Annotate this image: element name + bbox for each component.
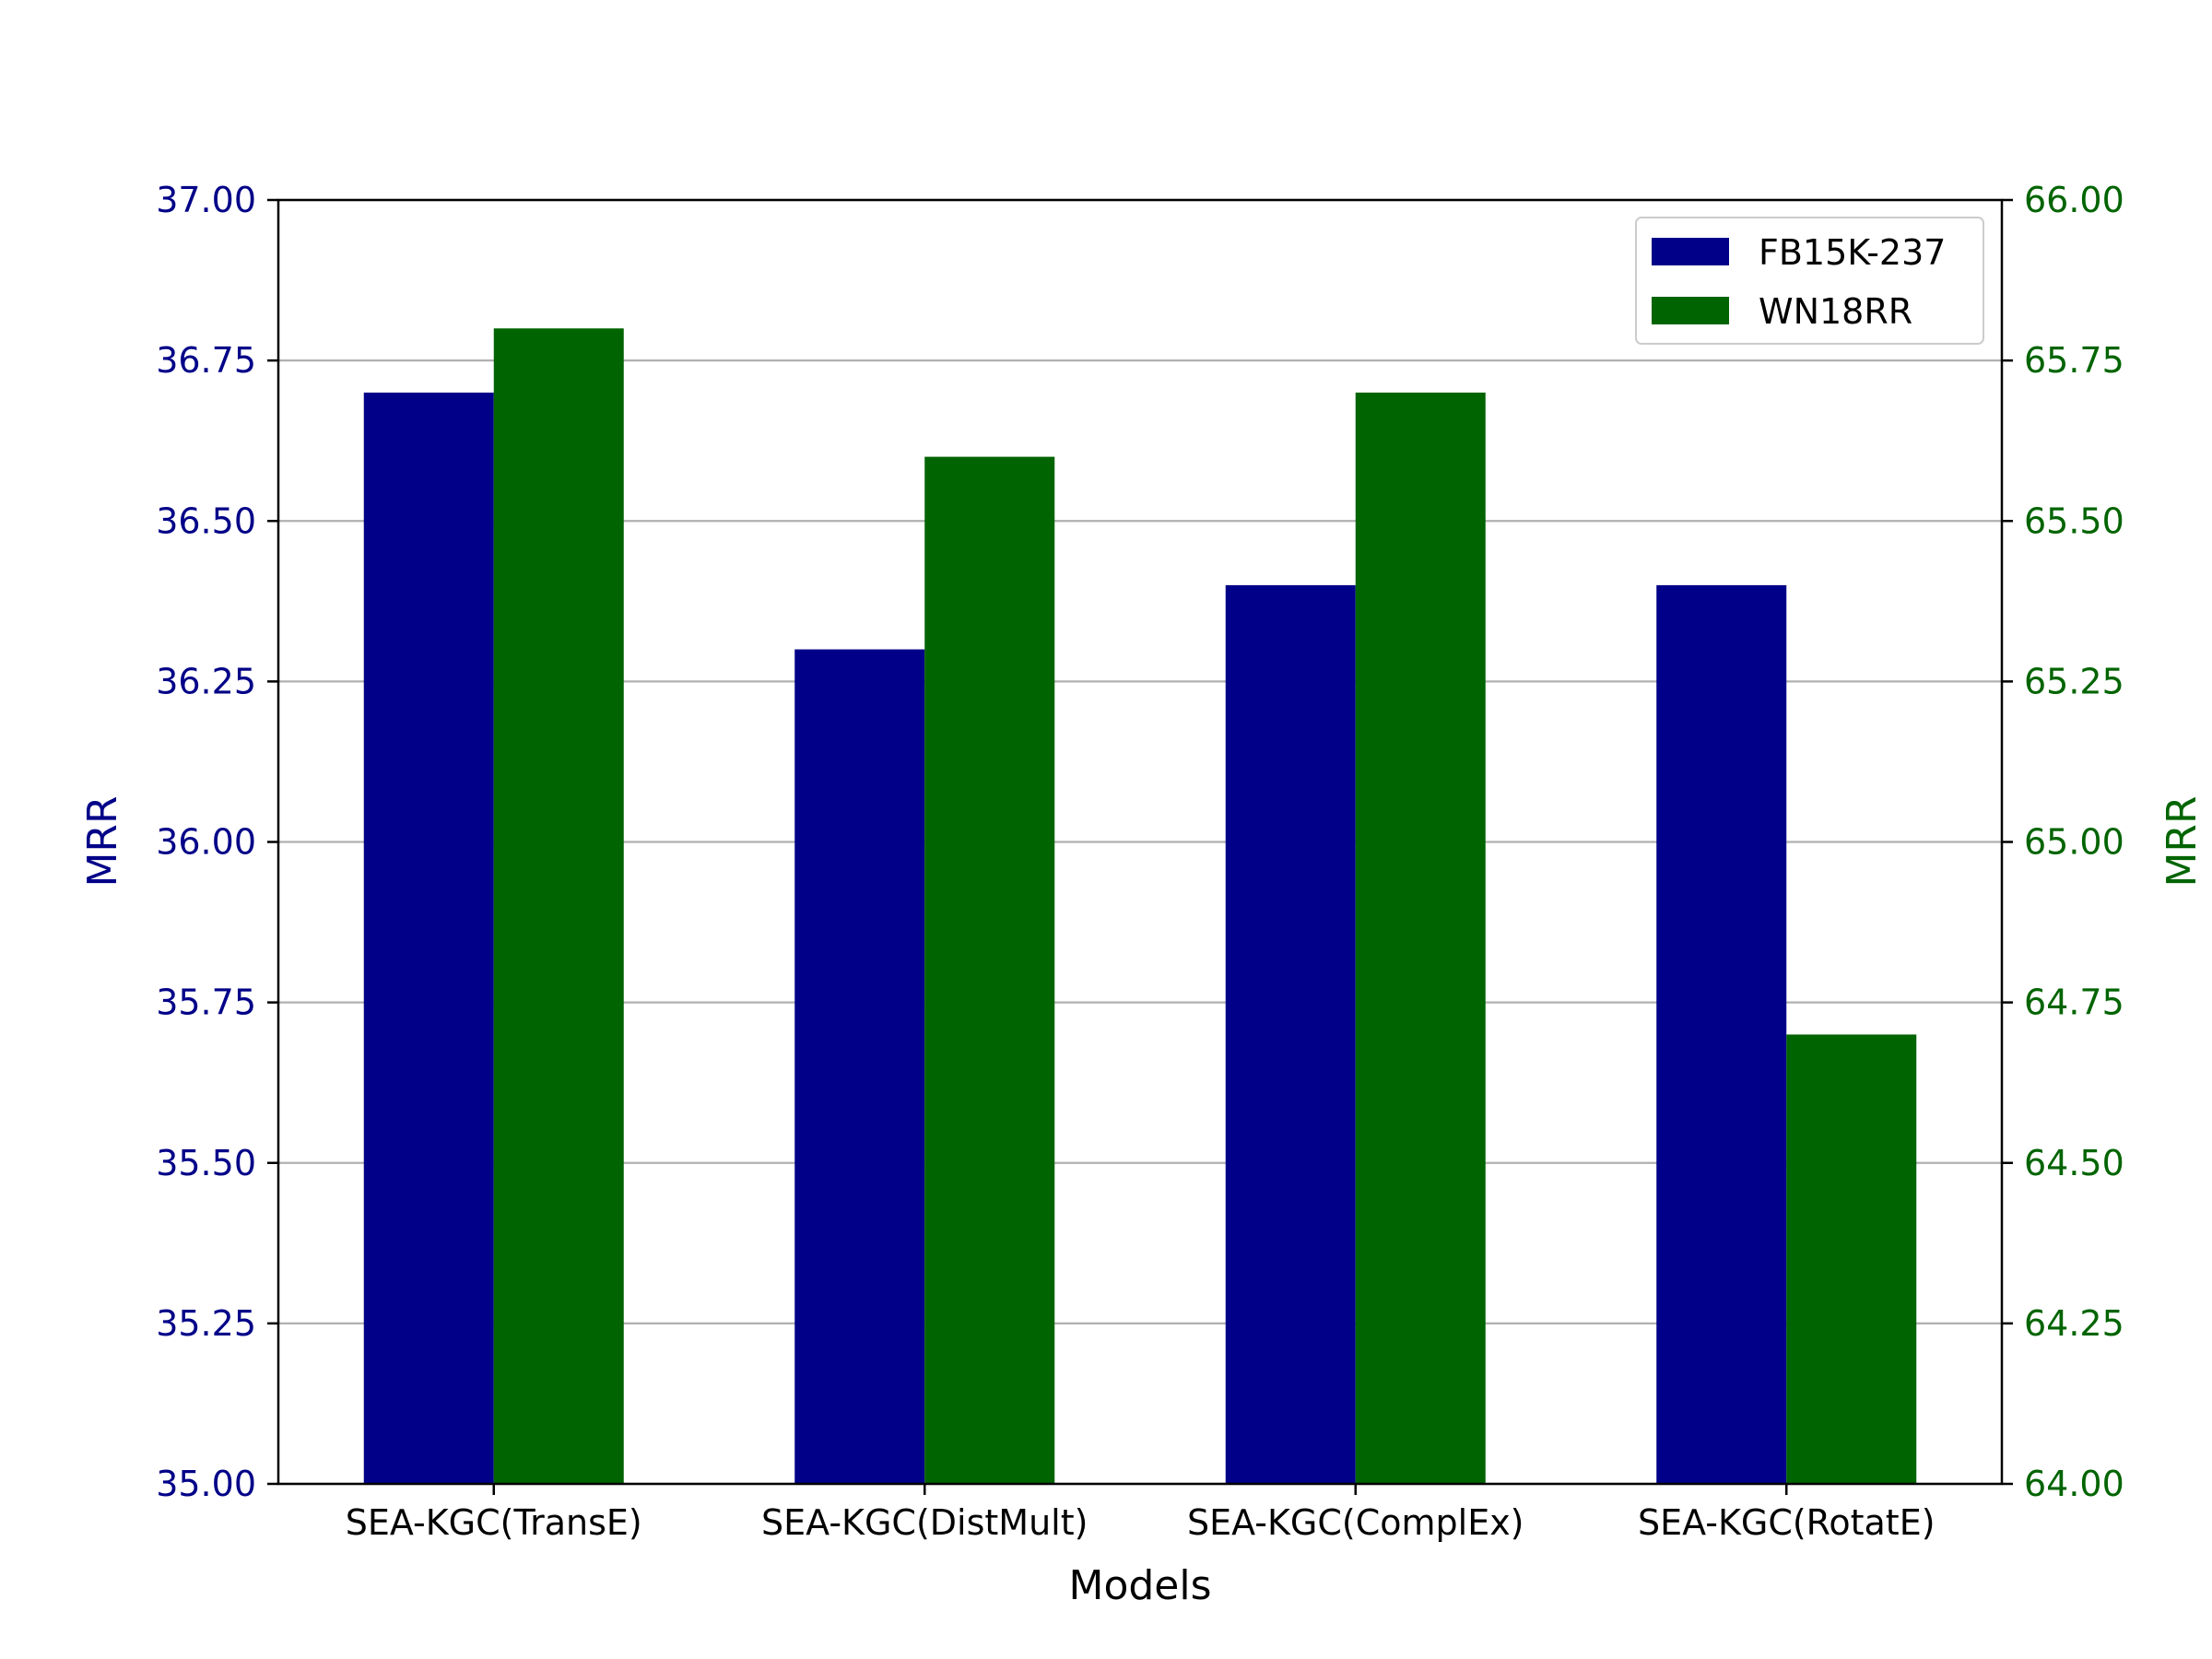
left-tick-label: 35.25 <box>156 1303 256 1344</box>
bar-wn18rr-2 <box>1355 392 1486 1485</box>
right-tick-label: 65.25 <box>2024 661 2124 701</box>
bar-wn18rr-0 <box>493 328 624 1484</box>
bars-layer <box>363 328 1917 1485</box>
right-y-axis: 64.00 64.25 64.50 64.75 65.00 65.25 65.50 65.75… <box>2002 180 2124 1504</box>
x-tick-label: SEA-KGC(RotatE) <box>1638 1502 1936 1543</box>
left-y-axis: 35.00 35.25 35.50 35.75 36.00 36.25 36.50 36.75… <box>156 180 278 1504</box>
right-tick-label: 66.00 <box>2024 180 2124 220</box>
bar-fb15k-237-1 <box>794 649 925 1484</box>
bar-fb15k-237-2 <box>1225 584 1356 1484</box>
legend-swatch-fb15k-237 <box>1652 238 1729 265</box>
legend-label-fb15k-237: FB15K-237 <box>1759 232 1946 273</box>
bar-fb15k-237-0 <box>363 392 494 1485</box>
legend: FB15K-237 WN18RR <box>1635 217 1984 345</box>
right-tick-label: 64.25 <box>2024 1303 2124 1344</box>
left-tick-label: 36.25 <box>156 661 256 701</box>
right-tick-label: 65.00 <box>2024 822 2124 863</box>
bar-wn18rr-1 <box>924 456 1055 1485</box>
right-tick-label: 64.50 <box>2024 1143 2124 1183</box>
left-tick-label: 35.00 <box>156 1464 256 1504</box>
x-axis: SEA-KGC(TransE) SEA-KGC(DistMult) SEA-KGC(… <box>346 1484 1936 1543</box>
left-tick-label: 37.00 <box>156 180 256 220</box>
legend-swatch-wn18rr <box>1652 297 1729 324</box>
x-tick-label: SEA-KGC(DistMult) <box>761 1502 1088 1543</box>
right-tick-label: 65.50 <box>2024 500 2124 541</box>
x-axis-title: Models <box>1068 1562 1211 1609</box>
x-tick-label: SEA-KGC(ComplEx) <box>1187 1502 1524 1543</box>
left-tick-label: 36.00 <box>156 822 256 863</box>
legend-label-wn18rr: WN18RR <box>1759 291 1912 332</box>
right-y-axis-title: MRR <box>2159 795 2206 887</box>
left-tick-label: 36.75 <box>156 340 256 381</box>
left-tick-label: 36.50 <box>156 500 256 541</box>
right-tick-label: 64.75 <box>2024 982 2124 1023</box>
left-tick-label: 35.75 <box>156 982 256 1023</box>
left-tick-label: 35.50 <box>156 1143 256 1183</box>
left-y-axis-title: MRR <box>79 795 126 887</box>
bar-fb15k-237-3 <box>1656 584 1787 1484</box>
right-tick-label: 65.75 <box>2024 340 2124 381</box>
x-tick-label: SEA-KGC(TransE) <box>346 1502 642 1543</box>
right-tick-label: 64.00 <box>2024 1464 2124 1504</box>
bar-wn18rr-3 <box>1786 1034 1917 1484</box>
